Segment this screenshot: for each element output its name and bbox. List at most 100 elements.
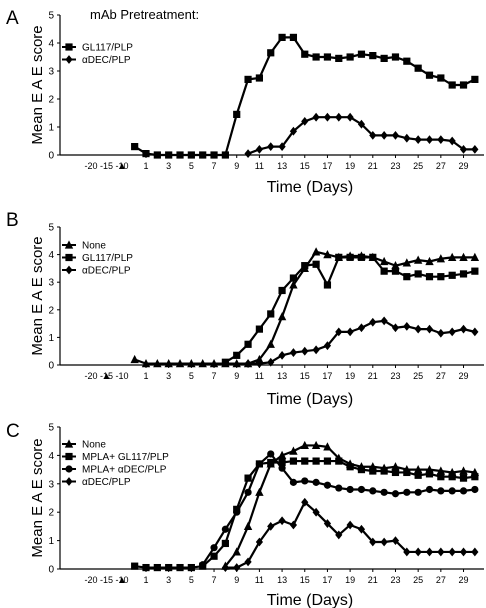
data-point: [459, 145, 468, 154]
data-point: [470, 252, 480, 261]
y-tick-label: 2: [48, 508, 54, 519]
data-point: [278, 142, 286, 151]
data-point: [346, 520, 354, 530]
data-point: [277, 312, 287, 321]
x-axis-title: Time (Days): [267, 592, 354, 608]
data-point: [244, 488, 252, 496]
data-point: [403, 133, 411, 143]
data-point: [414, 471, 422, 479]
x-tick-label: 15: [300, 371, 310, 381]
data-point: [425, 547, 434, 557]
data-point: [414, 135, 422, 144]
x-tick-label: 25: [413, 161, 423, 171]
legend-marker: [65, 253, 73, 262]
data-point: [403, 547, 411, 557]
data-point: [255, 74, 263, 82]
y-tick-label: 0: [48, 565, 54, 576]
data-point: [255, 354, 264, 364]
data-point: [391, 261, 400, 270]
data-point: [391, 536, 400, 545]
data-point: [323, 112, 332, 122]
x-axis-title: Time (Days): [267, 179, 354, 196]
data-point: [437, 547, 445, 557]
data-point: [357, 323, 366, 333]
x-tick-label: -10: [115, 575, 128, 585]
legend-marker: [65, 452, 73, 461]
data-point: [357, 485, 366, 494]
legend-marker: [65, 477, 73, 486]
legend-label: αDEC/PLP: [82, 477, 131, 488]
data-point: [312, 260, 320, 268]
data-point: [255, 359, 263, 369]
data-point: [267, 450, 275, 458]
data-point: [414, 270, 422, 278]
series-square: [131, 33, 479, 159]
data-point: [210, 544, 218, 552]
data-point: [289, 280, 298, 289]
data-point: [425, 470, 434, 478]
data-point: [448, 327, 456, 337]
data-point: [335, 530, 343, 540]
data-point: [369, 467, 377, 475]
y-tick-label: 3: [48, 67, 54, 78]
x-tick-label: 27: [436, 161, 446, 171]
data-point: [471, 267, 479, 275]
x-tick-label: -10: [115, 161, 128, 171]
series-diamond: [244, 112, 479, 158]
data-point: [301, 497, 309, 507]
legend-marker: [65, 43, 73, 51]
series-square: [131, 457, 479, 572]
x-tick-label: 7: [212, 575, 217, 585]
x-tick-label: 11: [255, 161, 264, 171]
data-point: [312, 507, 320, 517]
data-point: [267, 310, 275, 318]
y-tick-label: 5: [48, 423, 54, 434]
series-circle: [199, 450, 479, 569]
data-point: [391, 490, 400, 498]
x-tick-label: 17: [322, 371, 332, 381]
data-point: [142, 150, 150, 158]
data-point: [278, 33, 286, 41]
data-point: [233, 351, 241, 359]
data-point: [323, 442, 332, 451]
x-tick-label: -15: [100, 161, 113, 171]
data-point: [471, 547, 479, 557]
data-point: [301, 477, 309, 485]
y-tick-label: 4: [48, 451, 54, 462]
data-point: [335, 112, 343, 122]
data-point: [459, 81, 468, 89]
x-tick-label: 1: [143, 371, 148, 381]
data-point: [301, 346, 309, 356]
series-diamond: [221, 497, 479, 572]
x-tick-label: 5: [189, 161, 194, 171]
data-point: [437, 273, 445, 281]
data-point: [142, 563, 150, 572]
data-point: [448, 487, 456, 495]
data-point: [267, 142, 275, 151]
data-point: [255, 460, 263, 468]
data-point: [255, 325, 263, 333]
data-point: [323, 341, 332, 351]
data-point: [391, 462, 400, 471]
x-tick-label: 27: [436, 371, 446, 381]
legend-label: None: [82, 440, 106, 451]
data-point: [459, 474, 468, 482]
data-point: [278, 286, 286, 295]
data-point: [255, 145, 263, 154]
data-point: [312, 53, 320, 61]
x-tick-label: 21: [368, 161, 378, 171]
series-diamond: [244, 316, 479, 369]
data-point: [403, 57, 411, 65]
data-point: [131, 562, 139, 570]
data-point: [243, 521, 253, 530]
x-tick-label: 15: [300, 575, 310, 585]
data-point: [210, 151, 218, 159]
x-tick-label: 11: [255, 575, 264, 585]
data-point: [301, 457, 309, 465]
data-point: [153, 563, 161, 572]
y-tick-label: 5: [48, 223, 54, 234]
data-point: [403, 488, 411, 496]
data-point: [165, 151, 173, 159]
data-point: [369, 537, 377, 547]
